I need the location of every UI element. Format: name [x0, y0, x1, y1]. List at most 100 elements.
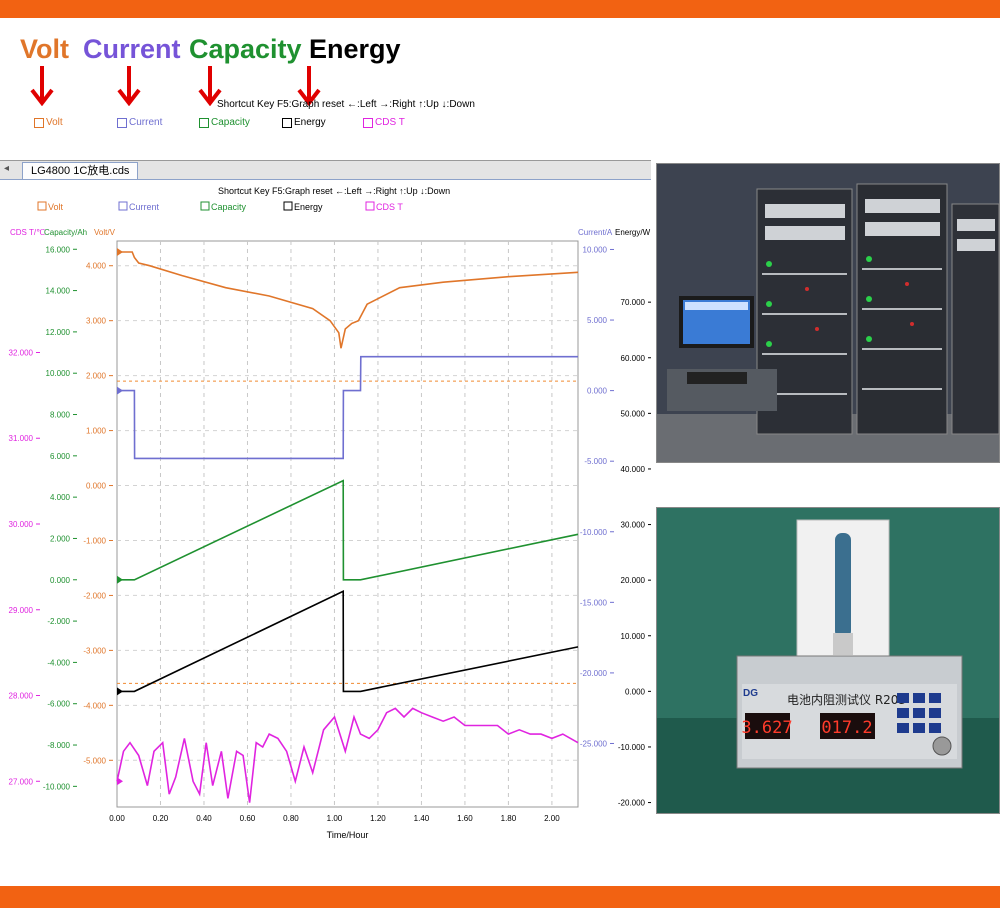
header-word-energy: Energy	[309, 34, 401, 64]
chart-legend-label: Volt	[48, 202, 64, 212]
x-axis-label: Time/Hour	[327, 830, 369, 840]
y-tick-label-energy: 60.000	[621, 354, 646, 363]
y-tick-label-energy: 40.000	[621, 465, 646, 474]
legend-checkbox[interactable]	[363, 117, 373, 128]
red-down-arrow-icon	[30, 66, 54, 106]
top-legend-item-volt[interactable]: Volt	[34, 117, 63, 128]
y-tick-label-volt: 2.000	[86, 372, 107, 381]
legend-checkbox[interactable]	[34, 117, 44, 128]
battery-test-rack-illustration	[657, 164, 999, 462]
x-tick-label: 1.00	[327, 814, 343, 823]
meter-brand: DG	[743, 688, 758, 699]
battery-test-rack-photo	[656, 163, 1000, 463]
top-legend-item-cds-t[interactable]: CDS T	[363, 117, 405, 128]
y-tick-label-energy: -20.000	[618, 799, 646, 808]
header-word-volt: Volt	[20, 34, 69, 64]
y-tick-label-energy: 0.000	[625, 687, 646, 696]
x-tick-label: 1.20	[370, 814, 386, 823]
tab-chart-file[interactable]: LG4800 1C放电.cds	[22, 162, 139, 179]
y-tick-label-cap: 8.000	[50, 411, 71, 420]
y-tick-label-cap: 10.000	[46, 369, 71, 378]
y-tick-label-temp: 27.000	[9, 777, 34, 786]
series-line-cds-t	[116, 707, 579, 803]
y-tick-label-curr: -10.000	[580, 528, 608, 537]
y-tick-label-temp: 32.000	[9, 348, 34, 357]
top-legend-item-current[interactable]: Current	[117, 117, 162, 128]
chart-legend-checkbox[interactable]	[365, 201, 375, 211]
series-marker	[117, 575, 123, 584]
x-tick-label: 0.00	[109, 814, 125, 823]
y-tick-label-volt: -1.000	[83, 536, 106, 545]
internal-resistance-meter-photo: DG 电池内阻测试仪 R203 3.627 017.2	[656, 507, 1000, 814]
y-tick-label-volt: -2.000	[83, 591, 106, 600]
chart-legend-label: Energy	[294, 202, 323, 212]
top-orange-band	[0, 0, 1000, 18]
y-axis-label-energy: Energy/W	[615, 228, 651, 237]
y-tick-label-cap: 0.000	[50, 576, 71, 585]
y-tick-label-energy: 50.000	[621, 409, 646, 418]
y-tick-label-curr: -25.000	[580, 739, 608, 748]
chart-shortcut-hint: Shortcut Key F5:Graph reset ←:Left →:Rig…	[218, 186, 450, 196]
meter-display-right: 017.2	[821, 718, 872, 738]
top-legend-item-capacity[interactable]: Capacity	[199, 117, 250, 128]
series-marker	[117, 687, 123, 696]
header-word-current: Current	[83, 34, 181, 64]
legend-checkbox[interactable]	[117, 117, 127, 128]
legend-label: Volt	[46, 117, 63, 128]
legend-checkbox[interactable]	[282, 117, 292, 128]
y-tick-label-energy: 20.000	[621, 576, 646, 585]
y-axis-label-temp: CDS T/℃	[10, 228, 45, 237]
y-tick-label-cap: -2.000	[47, 617, 70, 626]
chart-legend-checkbox[interactable]	[283, 201, 293, 211]
chart-window: ◂ LG4800 1C放电.cds Shortcut Key F5:Graph …	[0, 160, 651, 841]
x-tick-label: 2.00	[544, 814, 560, 823]
chart-legend-checkbox[interactable]	[118, 201, 128, 211]
y-tick-label-cap: 14.000	[46, 287, 71, 296]
plot-area	[116, 240, 579, 808]
y-tick-label-energy: 10.000	[621, 632, 646, 641]
legend-label: Current	[129, 117, 163, 128]
chart-legend-label: Capacity	[211, 202, 247, 212]
x-tick-label: 0.80	[283, 814, 299, 823]
y-tick-label-temp: 28.000	[9, 692, 34, 701]
y-tick-label-volt: 3.000	[86, 317, 107, 326]
x-tick-label: 0.60	[240, 814, 256, 823]
y-tick-label-cap: -4.000	[47, 658, 70, 667]
chart-plot: Shortcut Key F5:Graph reset ←:Left →:Rig…	[9, 186, 651, 840]
chart-legend-checkbox[interactable]	[200, 201, 210, 211]
y-tick-label-energy: 70.000	[621, 298, 646, 307]
y-tick-label-curr: 5.000	[587, 316, 608, 325]
series-marker	[117, 386, 123, 395]
y-tick-label-temp: 30.000	[9, 520, 34, 529]
y-tick-label-cap: 6.000	[50, 452, 71, 461]
y-tick-label-volt: 1.000	[86, 427, 107, 436]
y-tick-label-cap: -8.000	[47, 741, 70, 750]
y-tick-label-cap: 16.000	[46, 245, 71, 254]
chart-legend-checkbox[interactable]	[37, 201, 47, 211]
y-tick-label-volt: -4.000	[83, 701, 106, 710]
red-down-arrow-icon	[198, 66, 222, 106]
bottom-orange-band	[0, 886, 1000, 908]
top-shortcut-hint: Shortcut Key F5:Graph reset ←:Left →:Rig…	[217, 99, 475, 110]
meter-title: 电池内阻测试仪 R203	[787, 692, 906, 707]
y-axis-label-curr: Current/A	[578, 228, 613, 237]
y-tick-label-cap: -6.000	[47, 700, 70, 709]
chart-legend-label: Current	[129, 202, 160, 212]
scroll-left-icon[interactable]: ◂	[4, 163, 10, 174]
y-axis-label-cap: Capacity/Ah	[44, 228, 87, 237]
red-down-arrow-icon	[117, 66, 141, 106]
series-marker	[117, 777, 123, 786]
y-tick-label-volt: 0.000	[86, 482, 107, 491]
y-tick-label-energy: 30.000	[621, 521, 646, 530]
y-tick-label-cap: -10.000	[43, 782, 71, 791]
legend-label: Energy	[294, 117, 326, 128]
top-legend-item-energy[interactable]: Energy	[282, 117, 326, 128]
legend-checkbox[interactable]	[199, 117, 209, 128]
x-tick-label: 0.20	[153, 814, 169, 823]
x-tick-label: 1.40	[414, 814, 430, 823]
y-tick-label-curr: -5.000	[584, 457, 607, 466]
series-marker	[117, 247, 123, 256]
chart-tab-bar: ◂ LG4800 1C放电.cds	[0, 161, 651, 180]
y-tick-label-volt: -3.000	[83, 646, 106, 655]
y-tick-label-energy: -10.000	[618, 743, 646, 752]
